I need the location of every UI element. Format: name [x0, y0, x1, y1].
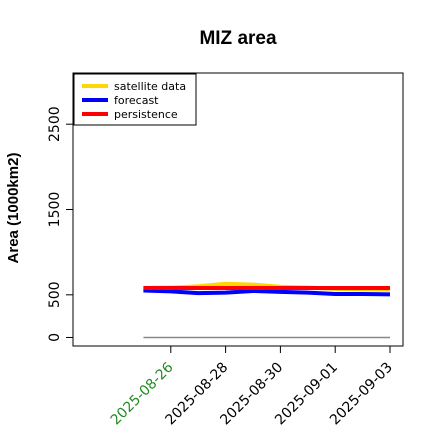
- legend-label: forecast: [114, 94, 159, 107]
- y-tick-label: 2500: [47, 106, 63, 142]
- y-axis-label: Area (1000km2): [5, 153, 22, 264]
- y-tick-label: 0: [47, 333, 63, 342]
- legend-label: persistence: [114, 108, 178, 121]
- chart-title: MIZ area: [199, 28, 277, 49]
- series-line-1: [143, 288, 391, 297]
- legend-label: satellite data: [114, 80, 186, 93]
- y-tick-label: 500: [47, 281, 63, 308]
- y-tick-label: 1500: [47, 192, 63, 228]
